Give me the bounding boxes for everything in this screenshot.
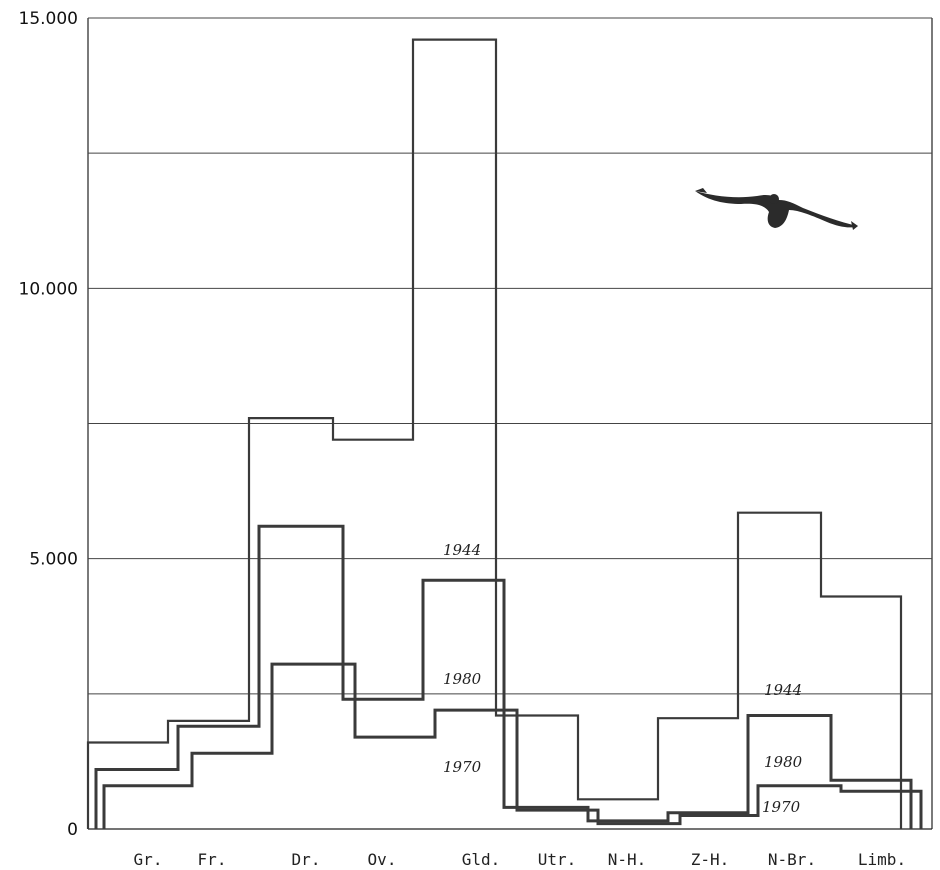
series-line-1970 [102,662,923,829]
series-line-1944 [86,38,903,829]
series-lines [86,38,923,829]
x-tick-label: N-Br. [768,850,816,869]
x-tick-label: Fr. [198,850,227,869]
y-tick-labels: 0 5.000 10.000 15.000 [19,9,78,840]
series-tag-1944: 1944 [764,681,802,699]
series-tags: 1944 1980 1970 1944 1980 1970 [443,541,803,816]
series-tag-1980: 1980 [764,753,803,771]
y-tick-label: 5.000 [29,550,78,570]
x-tick-label: N-H. [608,850,647,869]
series-tag-1944: 1944 [443,541,481,559]
x-tick-label: Ov. [368,850,397,869]
x-tick-label: Z-H. [691,850,730,869]
x-tick-labels: Gr. Fr. Dr. Ov. Gld. Utr. N-H. Z-H. N-Br. Limb. [134,850,907,869]
grid-lines [87,17,933,830]
y-tick-label: 0 [67,820,78,840]
x-tick-label: Gld. [462,850,501,869]
y-tick-label: 15.000 [19,9,78,29]
x-tick-label: Gr. [134,850,163,869]
series-line-1980 [94,524,913,829]
series-tag-1970: 1970 [443,758,482,776]
x-tick-label: Utr. [538,850,577,869]
x-tick-label: Limb. [858,850,906,869]
series-tag-1980: 1980 [443,670,482,688]
bird-icon [695,188,858,230]
x-tick-label: Dr. [292,850,321,869]
series-tag-1970: 1970 [762,798,801,816]
y-tick-label: 10.000 [19,279,78,299]
